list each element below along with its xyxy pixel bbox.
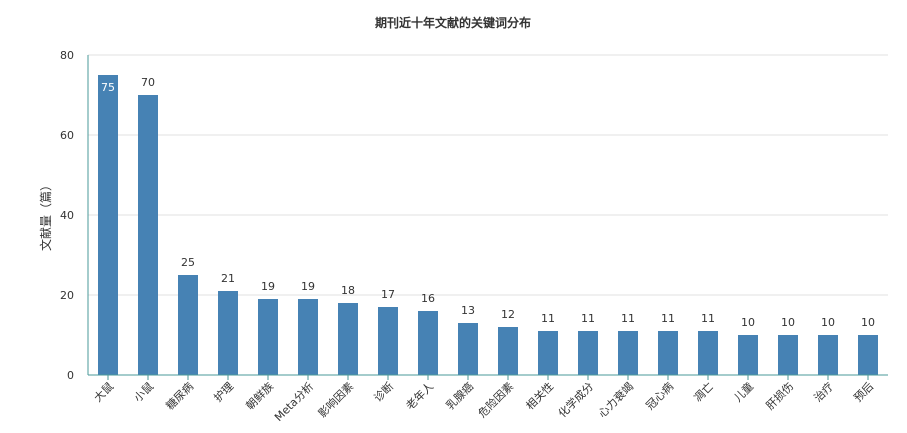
x-tick-label: Meta分析	[271, 379, 316, 424]
data-label: 11	[621, 312, 635, 325]
data-label: 25	[181, 256, 195, 269]
x-tick-label: 危险因素	[475, 379, 516, 420]
bar[interactable]	[458, 323, 478, 375]
data-label: 19	[301, 280, 315, 293]
bar[interactable]	[818, 335, 838, 375]
data-label: 17	[381, 288, 395, 301]
x-tick-label: 老年人	[403, 379, 436, 412]
bar[interactable]	[98, 75, 118, 375]
x-tick-label: 护理	[211, 379, 236, 404]
data-label: 70	[141, 76, 155, 89]
data-label: 10	[821, 316, 835, 329]
x-tick-label: 治疗	[811, 379, 836, 404]
axes	[87, 55, 888, 376]
bar[interactable]	[658, 331, 678, 375]
bar[interactable]	[338, 303, 358, 375]
x-tick-label: 肝损伤	[763, 379, 796, 412]
y-tick-label: 80	[60, 49, 74, 62]
data-label: 11	[541, 312, 555, 325]
bar[interactable]	[698, 331, 718, 375]
data-label: 16	[421, 292, 435, 305]
x-tick-label: 小鼠	[131, 379, 156, 404]
bar[interactable]	[778, 335, 798, 375]
x-tick-label: 预后	[851, 380, 876, 405]
bar[interactable]	[178, 275, 198, 375]
data-labels: 75 70 25 21 19 19 18 17 16 13 12 11 11 11 11 11 10 10 10 10	[101, 76, 875, 329]
x-tick-label: 诊断	[371, 379, 396, 404]
bar[interactable]	[298, 299, 318, 375]
x-tick-label: 凋亡	[691, 379, 716, 404]
chart-title: 期刊近十年文献的关键词分布	[375, 15, 531, 30]
bar[interactable]	[258, 299, 278, 375]
bar[interactable]	[858, 335, 878, 375]
bar[interactable]	[218, 291, 238, 375]
bar[interactable]	[378, 307, 398, 375]
bar[interactable]	[578, 331, 598, 375]
data-label: 10	[781, 316, 795, 329]
y-axis-label: 文献量（篇）	[38, 179, 53, 251]
data-label: 11	[581, 312, 595, 325]
data-label: 12	[501, 308, 515, 321]
bar[interactable]	[538, 331, 558, 375]
bar[interactable]	[498, 327, 518, 375]
y-tick-label: 0	[67, 369, 74, 382]
data-label: 75	[101, 81, 115, 94]
x-tick-label: 化学成分	[555, 379, 596, 420]
grid-lines	[88, 54, 888, 296]
y-tick-label: 40	[60, 209, 74, 222]
y-axis-ticks: 0 20 40 60 80	[60, 49, 74, 382]
data-label: 11	[661, 312, 675, 325]
x-tick-label: 儿童	[731, 379, 756, 404]
x-tick-label: 大鼠	[91, 379, 116, 404]
bar[interactable]	[418, 311, 438, 375]
x-tick-label: 乳腺癌	[443, 379, 476, 412]
y-tick-label: 60	[60, 129, 74, 142]
x-tick-label: 朝鲜族	[243, 379, 276, 412]
x-tick-label: 相关性	[523, 379, 556, 412]
x-tick-label: 糖尿病	[163, 379, 196, 412]
x-tick-label: 影响因素	[316, 380, 356, 420]
x-tick-label: 冠心病	[643, 379, 676, 412]
data-label: 10	[861, 316, 875, 329]
data-label: 11	[701, 312, 715, 325]
bar[interactable]	[138, 95, 158, 375]
data-label: 13	[461, 304, 475, 317]
data-label: 21	[221, 272, 235, 285]
data-label: 19	[261, 280, 275, 293]
data-label: 18	[341, 284, 355, 297]
data-label: 10	[741, 316, 755, 329]
bar[interactable]	[618, 331, 638, 375]
y-tick-label: 20	[60, 289, 74, 302]
x-tick-label: 心力衰竭	[595, 379, 636, 420]
bar[interactable]	[738, 335, 758, 375]
bars	[98, 75, 878, 375]
